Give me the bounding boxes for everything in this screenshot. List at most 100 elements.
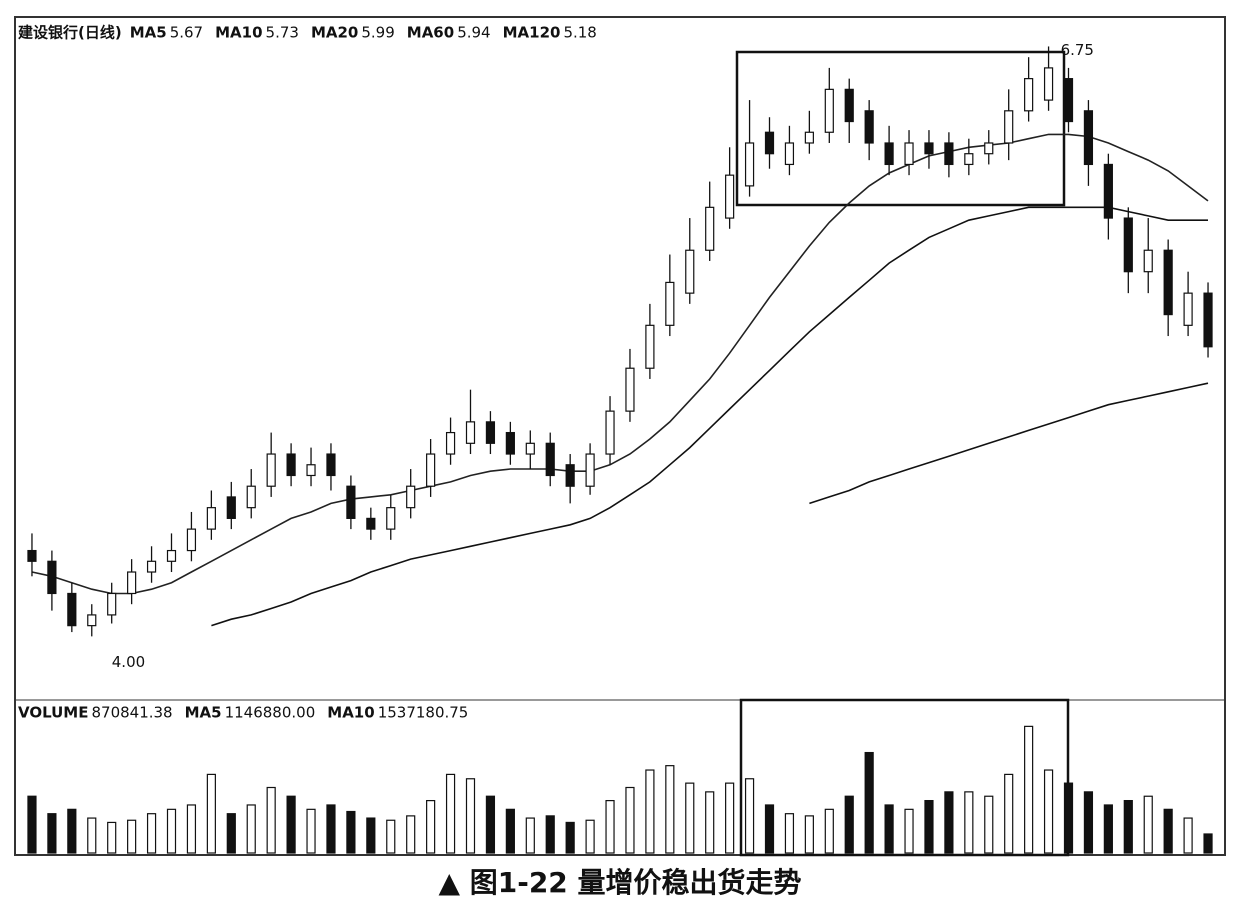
volume-bar: [1183, 817, 1193, 854]
volume-bar: [705, 791, 715, 854]
volume-bar: [864, 751, 874, 854]
volume-bar: [246, 804, 256, 854]
candle-body: [306, 464, 316, 477]
candle-body: [924, 142, 934, 155]
candle-body: [1163, 249, 1173, 316]
candle-body: [47, 560, 57, 595]
candle-body: [844, 88, 854, 123]
legend-name: MA5: [130, 24, 167, 42]
volume-bar: [87, 817, 97, 854]
volume-bar: [426, 799, 436, 854]
volume-bar: [545, 815, 555, 854]
volume-bar: [366, 817, 376, 854]
candle-body: [107, 592, 117, 616]
volume-bar: [226, 813, 236, 854]
high-label: 6.75: [1061, 41, 1094, 59]
candle-body: [346, 485, 356, 519]
volume-bar: [625, 786, 635, 854]
volume-bar: [844, 795, 854, 854]
volume-bar: [924, 799, 934, 854]
volume-bar: [685, 782, 695, 854]
candle-body: [127, 571, 137, 595]
legend-name: MA10: [215, 24, 262, 42]
ma-line: [809, 382, 1209, 505]
volume-bar: [1203, 833, 1213, 854]
candle-body: [226, 496, 236, 519]
candle-body: [206, 507, 216, 530]
candle-body: [625, 367, 635, 412]
volume-bar: [764, 804, 775, 854]
volume-bar: [784, 813, 795, 854]
candle-body: [426, 453, 436, 487]
volume-bar: [1143, 795, 1153, 854]
candle-body: [944, 142, 954, 166]
low-label: 4.00: [112, 653, 145, 671]
candle-body: [67, 592, 77, 627]
candle-body: [904, 142, 914, 166]
candle-body: [605, 410, 615, 455]
volume-bar: [386, 819, 396, 854]
candle-body: [1024, 78, 1034, 112]
candle-body: [27, 549, 37, 562]
candle-body: [1123, 217, 1133, 273]
volume-bar: [47, 813, 57, 854]
candle-body: [485, 421, 496, 444]
candle-body: [585, 453, 595, 487]
volume-bar: [346, 810, 356, 854]
candle-body: [406, 485, 416, 509]
candle-body: [1004, 110, 1014, 144]
candle-body: [725, 174, 735, 219]
candle-body: [665, 281, 675, 326]
volume-bar: [1163, 808, 1173, 854]
volume-bar: [1004, 773, 1014, 854]
volume-bar: [266, 786, 276, 854]
candle-body: [645, 324, 655, 369]
candle-body: [445, 431, 456, 455]
candle-body: [744, 142, 755, 187]
volume-bar: [1063, 782, 1074, 854]
legend-value: 5.73: [266, 24, 299, 42]
volume-bar: [884, 804, 894, 854]
volume-bar: [904, 808, 914, 854]
candle-body: [186, 528, 197, 552]
volume-bar: [804, 815, 814, 854]
volume-bar: [206, 773, 216, 854]
legend-value: 1146880.00: [225, 704, 316, 722]
candle-body: [685, 249, 695, 294]
candle-body: [884, 142, 894, 166]
ma-line: [211, 206, 1208, 627]
volume-bar: [1083, 791, 1094, 854]
volume-bar: [146, 813, 157, 854]
volume-bar: [326, 804, 336, 854]
candle-body: [1083, 110, 1094, 166]
candle-body: [87, 614, 97, 627]
legend-value: 870841.38: [91, 704, 172, 722]
candle-body: [1103, 163, 1113, 219]
volume-bar: [306, 808, 316, 854]
volume-bar: [1024, 725, 1034, 854]
volume-bar: [984, 795, 994, 854]
volume-bar: [186, 804, 197, 854]
volume-bar: [605, 799, 615, 854]
volume-bar: [744, 778, 755, 854]
legend-value: 5.67: [170, 24, 203, 42]
candle-body: [1183, 292, 1193, 326]
candle-body: [505, 431, 515, 455]
volume-bar: [964, 791, 974, 854]
candle-body: [1063, 78, 1074, 123]
legend-name: MA5: [185, 704, 222, 722]
volume-bar: [406, 815, 416, 854]
candle-body: [465, 421, 476, 444]
volume-bar: [665, 765, 675, 854]
candle-body: [705, 206, 715, 251]
volume-bar: [725, 782, 735, 854]
candle-body: [784, 142, 795, 166]
candle-body: [366, 517, 376, 530]
candle-body: [824, 88, 834, 133]
volume-bar: [465, 778, 476, 854]
candle-body: [266, 453, 276, 487]
volume-bar: [67, 808, 77, 854]
candle-body: [326, 453, 336, 477]
legend-value: 5.94: [457, 24, 490, 42]
candle-body: [246, 485, 256, 509]
